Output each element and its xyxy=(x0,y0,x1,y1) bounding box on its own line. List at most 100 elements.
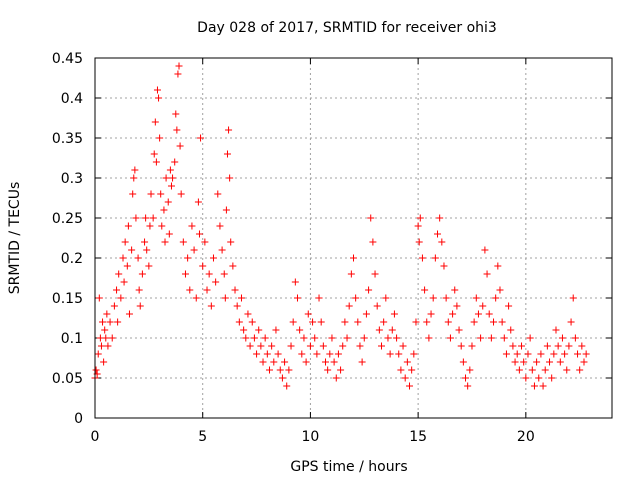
data-point xyxy=(104,342,112,350)
data-point xyxy=(539,382,547,390)
data-point xyxy=(477,334,485,342)
data-point xyxy=(360,334,368,342)
data-point xyxy=(179,238,187,246)
data-point xyxy=(174,70,182,78)
data-point xyxy=(369,238,377,246)
data-point xyxy=(390,310,398,318)
data-point xyxy=(543,342,551,350)
data-point xyxy=(343,334,351,342)
data-point xyxy=(309,318,317,326)
data-point xyxy=(334,350,342,358)
data-point xyxy=(131,166,139,174)
y-tick-label: 0.3 xyxy=(61,171,83,187)
data-point xyxy=(246,342,254,350)
data-point xyxy=(397,366,405,374)
data-point xyxy=(468,342,476,350)
data-point xyxy=(358,358,366,366)
data-point xyxy=(548,374,556,382)
data-point xyxy=(440,262,448,270)
data-point xyxy=(146,222,154,230)
data-point xyxy=(172,110,180,118)
data-point xyxy=(378,342,386,350)
data-point xyxy=(124,222,132,230)
data-point xyxy=(197,134,205,142)
data-point xyxy=(345,302,353,310)
data-point xyxy=(474,310,482,318)
data-point xyxy=(181,270,189,278)
data-point xyxy=(192,294,200,302)
data-point xyxy=(365,286,373,294)
data-point xyxy=(317,318,325,326)
data-point xyxy=(490,318,498,326)
x-tick-label: 0 xyxy=(91,429,100,445)
data-point xyxy=(162,174,170,182)
data-point xyxy=(166,166,174,174)
data-point xyxy=(218,246,226,254)
data-point xyxy=(571,334,579,342)
data-point xyxy=(135,286,143,294)
data-point xyxy=(240,326,248,334)
data-point xyxy=(289,318,297,326)
data-point xyxy=(350,254,357,262)
data-point xyxy=(150,150,158,158)
data-point xyxy=(524,350,532,358)
data-point xyxy=(161,238,169,246)
data-point xyxy=(257,342,265,350)
data-point xyxy=(533,358,541,366)
data-point xyxy=(231,286,239,294)
data-point xyxy=(401,374,409,382)
data-point xyxy=(328,334,336,342)
data-point xyxy=(222,206,230,214)
data-point xyxy=(223,150,231,158)
data-point xyxy=(341,318,349,326)
x-tick-label: 20 xyxy=(517,429,535,445)
data-point xyxy=(171,158,179,166)
data-point xyxy=(513,350,521,358)
data-point xyxy=(212,278,220,286)
data-point xyxy=(403,358,411,366)
data-point xyxy=(276,366,284,374)
data-point xyxy=(175,62,183,70)
data-point xyxy=(399,342,407,350)
data-point xyxy=(121,238,129,246)
data-point xyxy=(145,262,153,270)
data-point xyxy=(574,350,582,358)
data-point xyxy=(117,294,125,302)
data-point xyxy=(220,270,228,278)
data-point xyxy=(515,366,523,374)
data-point xyxy=(114,318,122,326)
chart-title: Day 028 of 2017, SRMTID for receiver ohi… xyxy=(197,20,497,36)
data-point xyxy=(190,246,198,254)
data-point xyxy=(550,350,558,358)
data-point xyxy=(505,302,513,310)
data-point xyxy=(511,358,519,366)
y-tick-label: 0.05 xyxy=(52,371,83,387)
data-point xyxy=(446,334,454,342)
data-point xyxy=(375,326,383,334)
data-point xyxy=(395,350,403,358)
data-point xyxy=(498,318,506,326)
data-point xyxy=(281,358,289,366)
data-point xyxy=(481,246,489,254)
data-point xyxy=(152,158,160,166)
data-point xyxy=(129,190,137,198)
data-point xyxy=(509,342,517,350)
x-tick-label: 15 xyxy=(409,429,427,445)
data-point xyxy=(94,350,102,358)
data-point xyxy=(380,318,388,326)
data-point xyxy=(487,334,495,342)
data-point xyxy=(520,358,528,366)
data-point xyxy=(502,350,510,358)
data-point xyxy=(265,366,273,374)
data-point xyxy=(496,286,504,294)
data-point xyxy=(386,350,394,358)
data-point xyxy=(237,294,245,302)
data-point xyxy=(300,334,308,342)
data-point xyxy=(255,326,263,334)
data-point xyxy=(263,350,271,358)
y-tick-label: 0.25 xyxy=(52,211,83,227)
data-point xyxy=(226,174,234,182)
data-point xyxy=(216,222,224,230)
data-point xyxy=(248,318,256,326)
data-point xyxy=(356,342,364,350)
